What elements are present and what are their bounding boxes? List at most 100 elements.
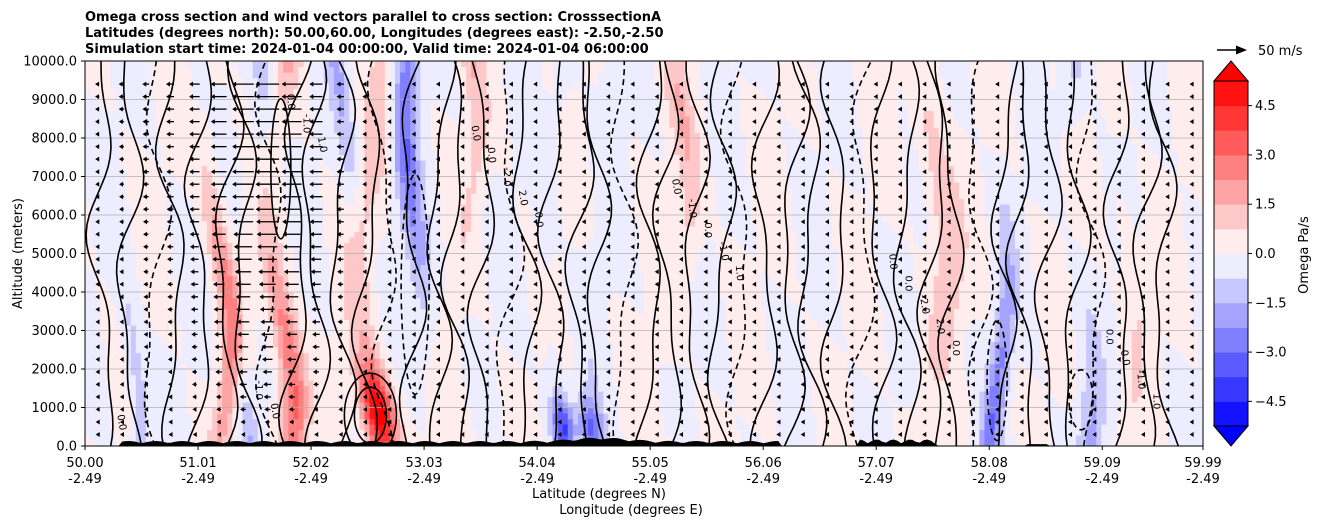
omega-cell — [359, 424, 366, 431]
omega-cell — [257, 88, 264, 95]
omega-cell — [135, 248, 142, 255]
omega-cell — [176, 209, 183, 216]
omega-cell — [140, 259, 147, 266]
omega-cell — [176, 220, 183, 227]
omega-cell — [430, 143, 437, 150]
omega-cell — [156, 72, 162, 79]
omega-cell — [191, 336, 198, 343]
omega-cell — [445, 391, 452, 398]
omega-cell — [206, 308, 213, 315]
omega-cell — [181, 83, 188, 90]
omega-cell — [328, 242, 335, 249]
omega-cell — [212, 176, 218, 183]
omega-cell — [145, 330, 152, 337]
omega-cell — [120, 116, 127, 123]
omega-cell — [85, 253, 91, 260]
omega-cell — [156, 231, 162, 238]
omega-cell — [374, 358, 381, 365]
omega-cell — [151, 253, 157, 260]
omega-cell — [105, 292, 112, 299]
omega-cell — [181, 259, 188, 266]
omega-cell — [369, 121, 376, 128]
omega-cell — [415, 253, 421, 260]
omega-cell — [105, 215, 112, 222]
omega-cell — [85, 259, 91, 266]
omega-cell — [95, 187, 101, 194]
omega-cell — [161, 286, 167, 293]
omega-cell — [95, 88, 101, 95]
omega-cell — [415, 319, 421, 326]
omega-cell — [151, 171, 157, 178]
omega-cell — [247, 165, 254, 172]
omega-cell — [191, 182, 198, 189]
omega-cell — [227, 319, 233, 326]
omega-cell — [303, 281, 310, 288]
omega-cell — [247, 149, 254, 156]
omega-cell — [171, 99, 178, 106]
omega-cell — [166, 275, 172, 282]
omega-cell — [156, 77, 162, 84]
omega-cell — [85, 391, 91, 398]
omega-cell — [267, 336, 274, 343]
omega-cell — [181, 358, 188, 365]
omega-cell — [384, 110, 391, 117]
omega-cell — [191, 220, 198, 227]
omega-cell — [308, 297, 315, 304]
omega-cell — [151, 121, 157, 128]
omega-cell — [440, 352, 447, 359]
omega-cell — [288, 413, 294, 420]
omega-cell — [344, 380, 350, 387]
omega-cell — [156, 281, 162, 288]
omega-cell — [161, 220, 167, 227]
omega-cell — [181, 66, 188, 73]
omega-cell — [110, 440, 117, 446]
omega-cell — [237, 198, 244, 205]
omega-cell — [201, 413, 208, 420]
omega-cell — [201, 176, 208, 183]
omega-cell — [247, 270, 254, 277]
omega-cell — [273, 193, 279, 200]
omega-cell — [171, 292, 178, 299]
omega-cell — [374, 193, 381, 200]
omega-cell — [85, 198, 91, 205]
omega-cell — [110, 248, 117, 255]
omega-cell — [85, 132, 91, 139]
omega-cell — [191, 259, 198, 266]
omega-cell — [273, 385, 279, 392]
omega-cell — [415, 127, 421, 134]
omega-cell — [237, 77, 244, 84]
omega-cell — [161, 154, 167, 161]
omega-cell — [191, 297, 198, 304]
omega-cell — [323, 270, 330, 277]
omega-cell — [140, 132, 147, 139]
omega-cell — [242, 149, 249, 156]
omega-cell — [191, 77, 198, 84]
omega-cell — [145, 198, 152, 205]
omega-cell — [95, 413, 101, 420]
omega-cell — [354, 77, 361, 84]
omega-cell — [394, 72, 401, 79]
omega-cell — [156, 374, 162, 381]
omega-cell — [323, 407, 330, 414]
omega-cell — [110, 319, 117, 326]
omega-cell — [379, 308, 386, 315]
omega-cell — [354, 319, 361, 326]
omega-cell — [420, 160, 427, 167]
omega-cell — [440, 83, 447, 90]
omega-field — [85, 61, 1203, 446]
chart-title-line-3: Simulation start time: 2024-01-04 00:00:… — [85, 42, 649, 57]
omega-cell — [242, 61, 249, 68]
omega-cell — [100, 226, 106, 233]
omega-cell — [283, 347, 289, 354]
omega-cell — [176, 402, 183, 409]
omega-cell — [328, 226, 335, 233]
omega-cell — [130, 374, 137, 381]
omega-cell — [156, 226, 162, 233]
omega-cell — [115, 99, 122, 106]
omega-cell — [222, 391, 228, 398]
omega-cell — [262, 314, 269, 321]
omega-cell — [374, 83, 381, 90]
omega-cell — [206, 176, 213, 183]
omega-cell — [201, 61, 208, 68]
omega-cell — [420, 154, 427, 161]
